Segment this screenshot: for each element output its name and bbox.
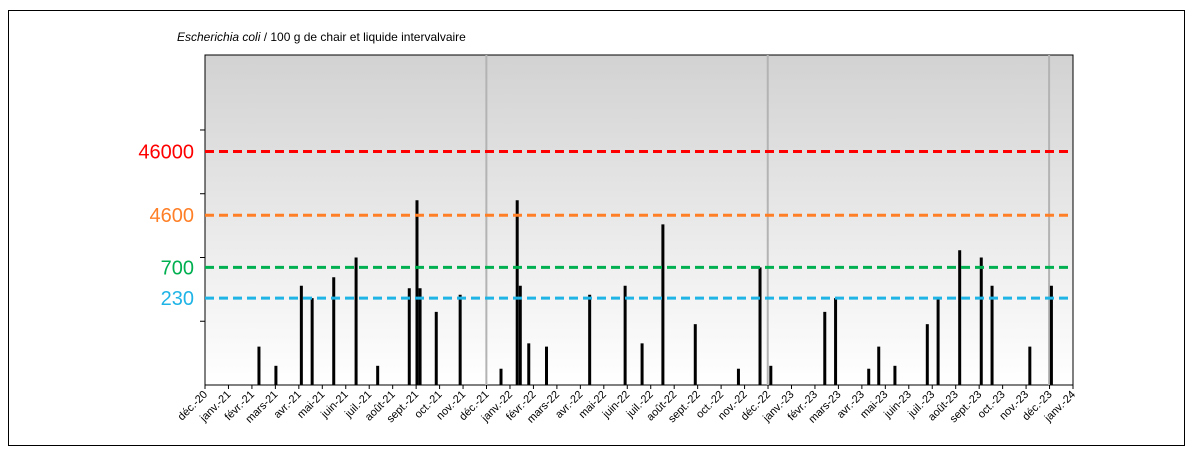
chart-title-italic: Escherichia coli [177,30,261,44]
threshold-label-1: 4600 [150,205,195,227]
year-separators [485,55,1051,385]
chart-title: Escherichia coli / 100 g de chair et liq… [177,30,466,44]
bars [257,200,1053,385]
threshold-label-3: 230 [161,288,194,310]
chart-frame: Escherichia coli / 100 g de chair et liq… [8,10,1185,446]
threshold-lines: 46000 4600 700 230 [138,141,1073,310]
x-ticks [204,385,1074,389]
x-tick-labels: déc.-20janv.-21févr.-21mars-21avr.-21mai… [176,389,1078,426]
chart: Escherichia coli / 100 g de chair et liq… [138,30,1078,426]
threshold-label-0: 46000 [138,141,194,163]
y-ticks [200,129,205,322]
chart-title-rest: / 100 g de chair et liquide intervalvair… [260,30,466,44]
threshold-label-2: 700 [161,257,194,279]
